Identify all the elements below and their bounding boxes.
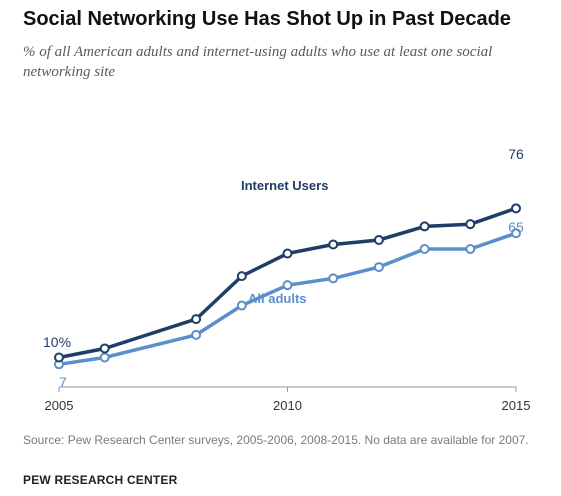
- data-point-internet-users-2006: [99, 343, 110, 354]
- data-point-internet-users-2013: [419, 221, 430, 232]
- data-point-internet-users-2011: [328, 239, 339, 250]
- data-point-all-adults-2009: [236, 300, 247, 311]
- data-point-all-adults-2011: [328, 273, 339, 284]
- data-point-all-adults-2013: [419, 244, 430, 255]
- line-chart: 2005 2010 2015 Internet Users All adults 10% 7…: [43, 146, 531, 413]
- x-tick-label-2010: 2010: [273, 398, 302, 413]
- data-point-all-adults-2010: [282, 280, 293, 291]
- x-tick-label-2005: 2005: [45, 398, 74, 413]
- data-point-internet-users-2010: [282, 248, 293, 259]
- data-point-internet-users-2015: [511, 203, 521, 214]
- chart-title: Social Networking Use Has Shot Up in Pas…: [23, 8, 511, 30]
- data-point-all-adults-2008: [191, 329, 202, 340]
- data-point-all-adults-2015: [511, 228, 521, 239]
- data-label-all-adults-start: 7: [59, 374, 67, 390]
- data-point-all-adults-2012: [373, 262, 384, 273]
- series-line-all-adults: [57, 231, 518, 367]
- series-line-internet-users: [57, 206, 518, 360]
- series-label-internet-users: Internet Users: [241, 178, 328, 193]
- data-point-internet-users-2012: [373, 234, 384, 245]
- data-point-all-adults-2006: [99, 352, 110, 363]
- series-label-all-adults: All adults: [248, 291, 307, 306]
- chart-subtitle: % of all American adults and internet-us…: [23, 44, 493, 80]
- data-point-internet-users-2014: [465, 219, 476, 230]
- x-tick-label-2015: 2015: [502, 398, 531, 413]
- data-label-internet-users-start: 10%: [43, 334, 71, 350]
- data-point-internet-users-2009: [236, 271, 247, 282]
- data-point-all-adults-2014: [465, 244, 476, 255]
- data-point-internet-users-2005: [54, 352, 64, 363]
- brand-credit: PEW RESEARCH CENTER: [23, 473, 178, 487]
- data-label-all-adults-end: 65: [508, 219, 524, 235]
- source-note: Source: Pew Research Center surveys, 200…: [23, 433, 529, 447]
- data-label-internet-users-end: 76: [508, 146, 524, 162]
- data-point-internet-users-2008: [191, 314, 202, 325]
